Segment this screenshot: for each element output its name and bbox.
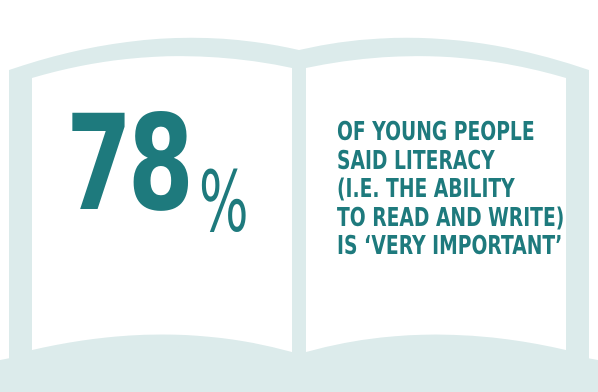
stat-unit: % xyxy=(199,153,249,251)
caption-line: IS ‘VERY IMPORTANT’ xyxy=(337,231,563,261)
book-right-page xyxy=(306,56,566,352)
caption-line: SAID LITERACY xyxy=(337,145,495,176)
book-spine xyxy=(292,68,306,360)
stat-figure: 78 % xyxy=(66,98,266,288)
caption-line: TO READ AND WRITE) xyxy=(337,202,565,233)
book-left-page xyxy=(32,56,292,352)
stat-number: 78 xyxy=(66,87,194,241)
book-base xyxy=(0,345,598,392)
caption-line: OF YOUNG PEOPLE xyxy=(337,117,535,147)
stat-caption: OF YOUNG PEOPLE SAID LITERACY (I.E. THE … xyxy=(337,118,587,261)
caption-line: (I.E. THE ABILITY xyxy=(337,174,515,204)
